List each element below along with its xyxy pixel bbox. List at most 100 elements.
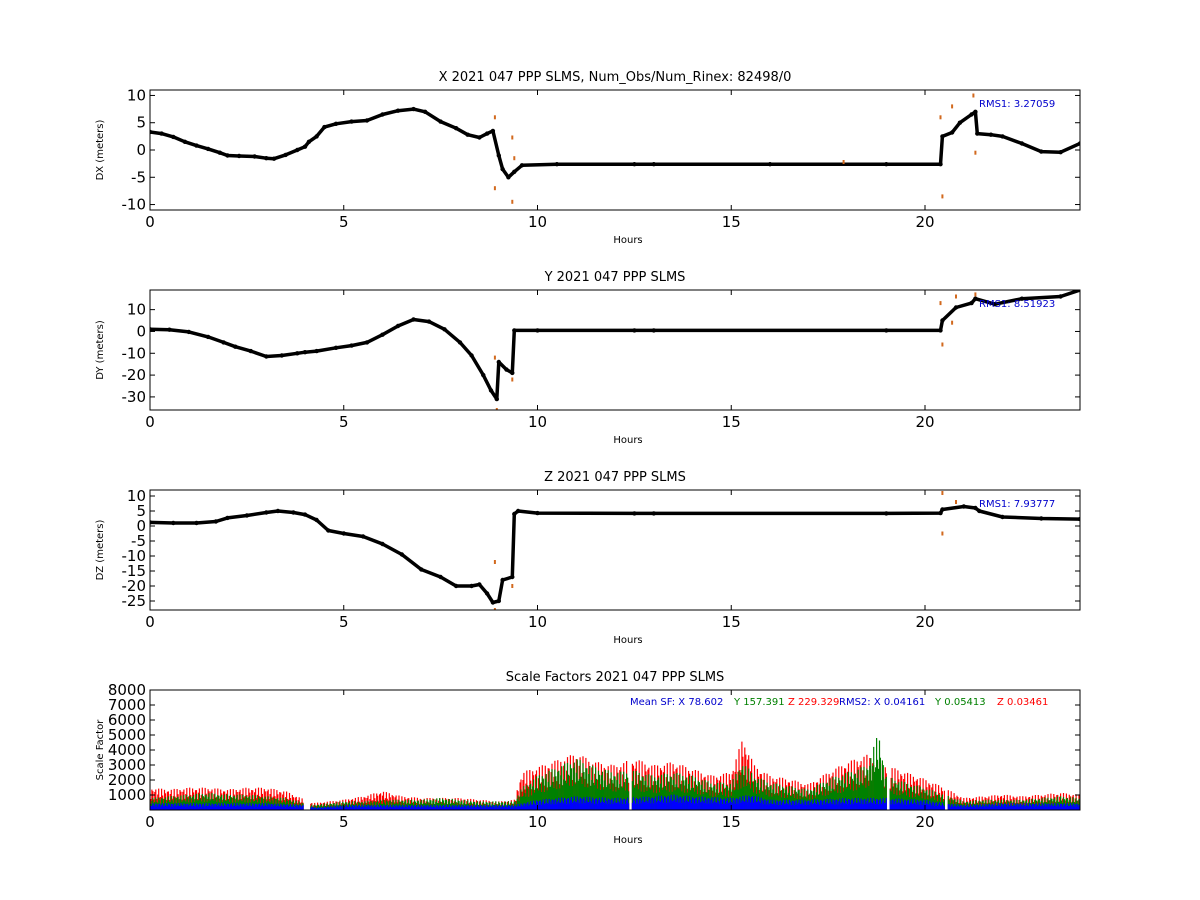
y-tick-label: 6000	[108, 711, 146, 729]
x-tick-label: 5	[339, 613, 349, 631]
y-tick-label: 0	[136, 141, 146, 159]
data-point	[453, 583, 459, 589]
data-point	[205, 334, 211, 340]
x-axis-label: Hours	[613, 635, 642, 646]
data-point	[940, 318, 945, 323]
data-point	[961, 504, 966, 509]
chart-title: X 2021 047 PPP SLMS, Num_Obs/Num_Rinex: …	[439, 70, 792, 85]
y-tick-label: 10	[127, 301, 146, 319]
x-tick-label: 10	[528, 613, 547, 631]
data-point	[295, 351, 300, 356]
data-point	[225, 515, 230, 521]
data-point	[411, 106, 416, 112]
data-point	[506, 175, 511, 180]
data-point	[225, 153, 230, 158]
y-tick-label: -10	[122, 547, 147, 565]
data-point	[233, 344, 238, 349]
y-tick-label: 1000	[108, 786, 146, 804]
data-point	[291, 510, 296, 515]
outlier-point	[955, 500, 957, 504]
data-point	[969, 300, 974, 306]
data-point	[264, 510, 269, 515]
chart-title: Scale Factors 2021 047 PPP SLMS	[506, 670, 725, 685]
data-point	[395, 323, 401, 329]
x-tick-label: 15	[722, 813, 741, 831]
data-point	[380, 541, 385, 547]
data-point	[333, 121, 339, 127]
data-point	[651, 511, 656, 516]
data-point	[977, 508, 982, 514]
y-tick-label: -25	[122, 592, 147, 610]
data-point	[364, 340, 370, 345]
data-point	[171, 134, 176, 140]
outlier-point	[513, 156, 516, 161]
data-point	[314, 348, 319, 354]
data-point	[992, 302, 997, 307]
data-point	[422, 109, 428, 115]
chart-panel-0: X 2021 047 PPP SLMS, Num_Obs/Num_Rinex: …	[95, 70, 1081, 246]
data-point	[469, 353, 474, 358]
outlier-point	[842, 160, 845, 164]
data-point	[884, 328, 889, 333]
data-point	[314, 517, 319, 523]
data-point	[244, 513, 250, 518]
data-point	[1019, 296, 1025, 301]
y-tick-label: 10	[127, 86, 146, 104]
outlier-point	[941, 531, 944, 536]
data-point	[264, 354, 269, 359]
outlier-point	[493, 355, 496, 360]
data-point	[364, 118, 370, 123]
stat-label: Y 157.391	[733, 697, 785, 708]
x-tick-label: 20	[915, 413, 934, 431]
data-point	[490, 600, 496, 605]
data-point	[349, 119, 354, 124]
outlier-point	[493, 608, 496, 610]
outlier-point	[493, 560, 496, 564]
data-point	[632, 328, 637, 333]
data-point	[496, 359, 501, 365]
data-point	[275, 508, 281, 514]
data-point	[510, 370, 515, 376]
data-point	[411, 317, 416, 322]
data-point	[248, 348, 253, 354]
y-tick-label: -10	[122, 196, 147, 214]
x-axis-label: Hours	[613, 835, 642, 846]
outlier-point	[974, 150, 977, 155]
outlier-point	[972, 93, 975, 98]
data-point	[302, 512, 308, 517]
data-point	[252, 154, 257, 159]
data-point	[477, 135, 482, 140]
data-point	[957, 120, 963, 125]
data-point	[484, 131, 490, 136]
data-point	[150, 129, 153, 135]
plot-area	[150, 738, 1080, 810]
plot-area	[150, 290, 1080, 410]
x-tick-label: 20	[915, 213, 934, 231]
y-tick-label: 5	[136, 502, 146, 520]
data-point	[399, 552, 405, 557]
data-point	[767, 162, 773, 167]
data-point	[360, 534, 366, 539]
data-point	[1058, 294, 1063, 299]
data-point	[221, 340, 226, 345]
data-point	[535, 510, 540, 516]
data-point	[171, 520, 176, 526]
data-point	[884, 511, 889, 516]
x-tick-label: 10	[528, 213, 547, 231]
data-point	[632, 511, 637, 516]
rms-annotation: RMS1: 8.51923	[979, 299, 1055, 310]
data-point	[1039, 149, 1044, 154]
outlier-point	[495, 408, 498, 410]
x-tick-label: 20	[915, 813, 934, 831]
data-point	[973, 109, 978, 115]
data-point	[949, 130, 955, 135]
data-point	[426, 319, 432, 324]
outlier-point	[951, 320, 954, 325]
data-point	[512, 328, 517, 333]
y-tick-label: 7000	[108, 696, 146, 714]
data-point	[333, 345, 339, 350]
data-point	[271, 156, 277, 161]
x-tick-label: 10	[528, 413, 547, 431]
